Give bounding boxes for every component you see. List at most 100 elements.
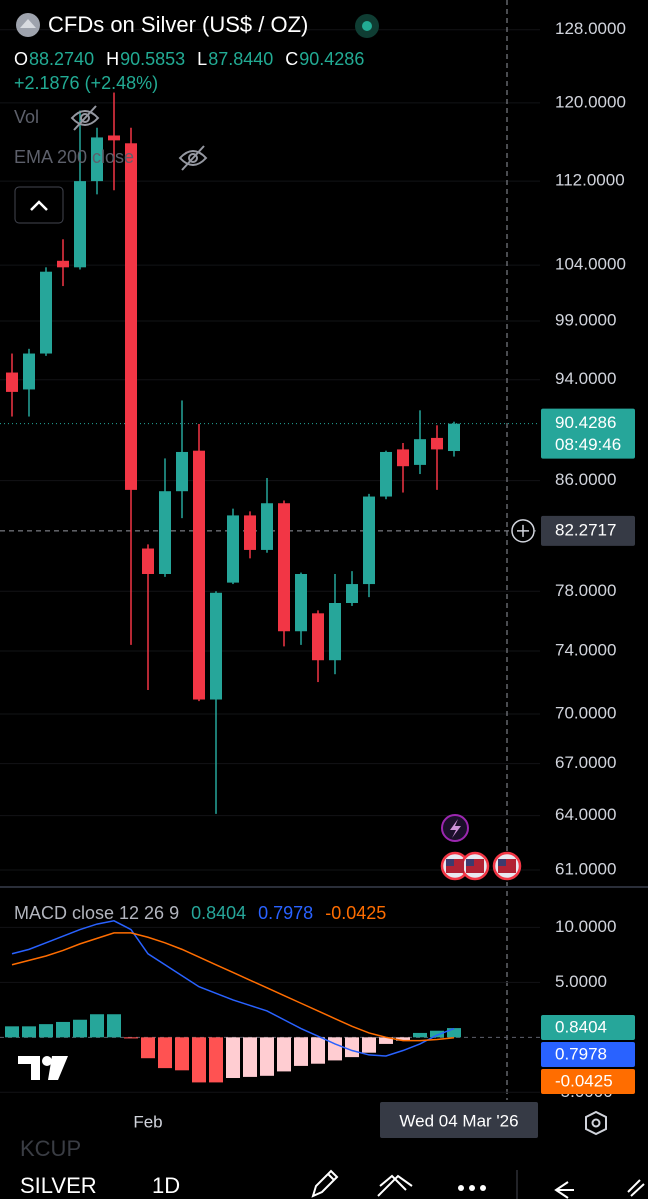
candle-body bbox=[346, 584, 358, 603]
histogram-bar bbox=[226, 1037, 240, 1079]
indicator-value: 0.8404 bbox=[191, 903, 246, 923]
market-status-dot bbox=[362, 21, 372, 31]
candle-body bbox=[261, 503, 273, 550]
interval-button[interactable]: 1D bbox=[152, 1173, 180, 1198]
candle-body bbox=[210, 592, 222, 700]
candle-body bbox=[448, 423, 460, 452]
ohlc-value: 90.4286 bbox=[299, 49, 364, 69]
axis-value-label: 0.7978 bbox=[555, 1044, 607, 1063]
candle-body bbox=[414, 439, 426, 465]
ohlc-key: C bbox=[285, 49, 298, 69]
chart-title: CFDs on Silver (US$ / OZ) bbox=[48, 12, 308, 37]
histogram-bar bbox=[362, 1037, 376, 1053]
y-tick-label: 67.0000 bbox=[555, 753, 616, 772]
crosshair-date-label: Wed 04 Mar '26 bbox=[399, 1111, 518, 1130]
axis-value-box bbox=[541, 1042, 635, 1067]
histogram-bar bbox=[141, 1037, 155, 1059]
candle-body bbox=[431, 437, 443, 450]
settings-button[interactable] bbox=[585, 1110, 607, 1136]
histogram-bar bbox=[379, 1037, 393, 1044]
histogram-bar bbox=[56, 1021, 70, 1038]
candle-body bbox=[125, 143, 137, 490]
settings-button-center bbox=[591, 1118, 601, 1128]
candle-body bbox=[295, 573, 307, 632]
y-tick-label: 74.0000 bbox=[555, 640, 616, 659]
ohlc-key: L bbox=[197, 49, 207, 69]
y-tick-label: 78.0000 bbox=[555, 581, 616, 600]
macd-line bbox=[11, 932, 455, 1042]
x-tick-label: Feb bbox=[133, 1112, 162, 1131]
y-tick-label: 104.0000 bbox=[555, 255, 626, 274]
candle-body bbox=[142, 548, 154, 574]
countdown-label: 08:49:46 bbox=[555, 435, 621, 454]
candle-body bbox=[329, 602, 341, 661]
axis-value-box bbox=[541, 1015, 635, 1040]
crosshair-price-box bbox=[541, 515, 635, 546]
candle-body bbox=[227, 515, 239, 583]
y-tick-label: 120.0000 bbox=[555, 92, 626, 111]
histogram-bar bbox=[39, 1024, 53, 1038]
histogram-bar bbox=[175, 1037, 189, 1071]
undo-button[interactable] bbox=[554, 1181, 574, 1199]
ohlc-value: 87.8440 bbox=[208, 49, 273, 69]
y-tick-label: 112.0000 bbox=[555, 171, 625, 190]
crosshair-date-box bbox=[380, 1102, 538, 1138]
toolbar bbox=[0, 1160, 648, 1199]
last-price-box bbox=[541, 408, 635, 459]
last-price-label: 90.4286 bbox=[555, 413, 616, 432]
histogram-bar bbox=[430, 1030, 444, 1038]
indicator-title: MACD close 12 26 9 bbox=[14, 903, 179, 923]
candle-body bbox=[244, 515, 256, 550]
y-tick-label: 86.0000 bbox=[555, 470, 616, 489]
axis-value-label: 0.8404 bbox=[555, 1017, 607, 1036]
price-change: +2.1876 (+2.48%) bbox=[14, 73, 158, 93]
candle-body bbox=[23, 353, 35, 390]
hide-icon[interactable] bbox=[70, 105, 100, 131]
candle-body bbox=[40, 271, 52, 354]
candle-body bbox=[108, 135, 120, 141]
more-button[interactable] bbox=[458, 1185, 486, 1191]
y-tick-label: 99.0000 bbox=[555, 310, 616, 329]
macd-line bbox=[11, 919, 455, 1057]
histogram-bar bbox=[294, 1037, 308, 1066]
histogram-bar bbox=[345, 1037, 359, 1058]
histogram-bar bbox=[124, 1037, 138, 1039]
candle-body bbox=[57, 260, 69, 268]
indicator-value: 0.7978 bbox=[258, 903, 313, 923]
ui-layer: CFDs on Silver (US$ / OZ) Vol EMA 200 cl… bbox=[0, 12, 648, 1199]
marks-layer bbox=[5, 92, 461, 1083]
fullscreen-button[interactable] bbox=[627, 1179, 645, 1197]
histogram-bar bbox=[277, 1037, 291, 1072]
candle-body bbox=[6, 372, 18, 392]
histogram-bar bbox=[311, 1037, 325, 1064]
ohlc-value: 90.5853 bbox=[120, 49, 185, 69]
lines-tool[interactable] bbox=[377, 1174, 413, 1197]
ghost-symbol: KCUP bbox=[20, 1136, 81, 1161]
symbol-logo-mark bbox=[20, 19, 36, 28]
axis-value-box bbox=[541, 1069, 635, 1094]
candle-body bbox=[380, 451, 392, 497]
collapse-button[interactable] bbox=[14, 186, 64, 224]
histogram-bar bbox=[90, 1014, 104, 1038]
ohlc-value: 88.2740 bbox=[29, 49, 94, 69]
histogram-bar bbox=[22, 1026, 36, 1038]
chevron-icon bbox=[30, 200, 48, 211]
ohlc-key: H bbox=[106, 49, 119, 69]
candle-body bbox=[312, 613, 324, 661]
draw-tool[interactable] bbox=[311, 1169, 339, 1198]
y-tick-label: 10.0000 bbox=[555, 917, 616, 936]
hide-icon[interactable] bbox=[178, 145, 208, 171]
indicator-label: EMA 200 close bbox=[14, 147, 134, 167]
lightning-icon bbox=[450, 819, 461, 838]
symbol-button[interactable]: SILVER bbox=[20, 1173, 97, 1198]
histogram-bar bbox=[107, 1014, 121, 1038]
y-tick-label: 5.0000 bbox=[555, 972, 607, 991]
tv-logo bbox=[18, 1056, 68, 1080]
economic-event-markers[interactable] bbox=[440, 851, 522, 881]
histogram-bar bbox=[243, 1037, 257, 1077]
y-tick-label: 64.0000 bbox=[555, 805, 616, 824]
y-tick-label: 94.0000 bbox=[555, 369, 616, 388]
y-tick-label: 70.0000 bbox=[555, 703, 616, 722]
